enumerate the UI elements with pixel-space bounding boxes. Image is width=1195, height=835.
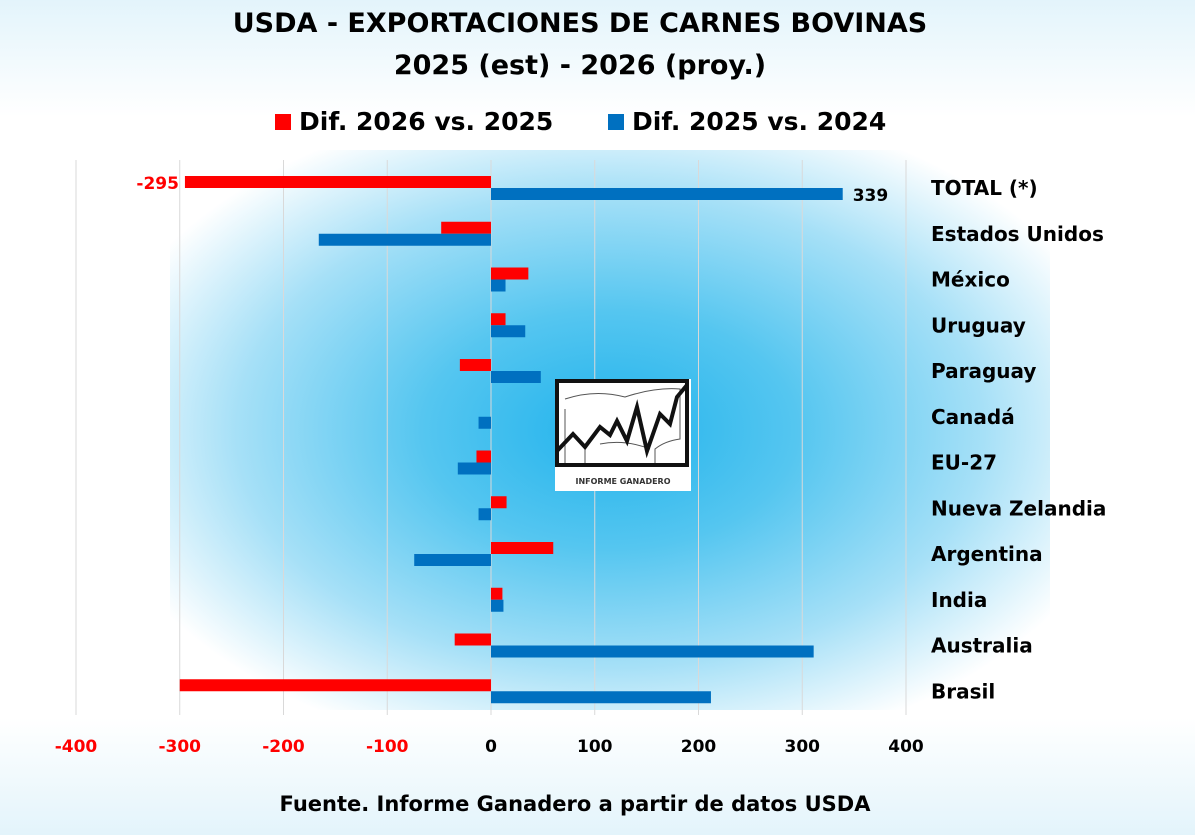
bar-2026-vs-2025 xyxy=(491,542,554,554)
bar-2025-vs-2024 xyxy=(491,279,506,292)
bar-2026-vs-2025 xyxy=(491,587,503,600)
x-tick-label: 0 xyxy=(485,737,497,757)
bar-2026-vs-2025 xyxy=(491,267,529,280)
bar-2025-vs-2024 xyxy=(491,188,843,200)
bar-2025-vs-2024 xyxy=(478,508,491,521)
bar-2026-vs-2025 xyxy=(459,359,491,371)
source-note: Fuente. Informe Ganadero a partir de dat… xyxy=(279,792,871,816)
bar-2025-vs-2024 xyxy=(491,371,541,383)
category-label: Argentina xyxy=(931,542,1043,566)
category-label: Canadá xyxy=(931,405,1015,429)
bar-2026-vs-2025 xyxy=(184,176,491,188)
bar-2025-vs-2024 xyxy=(491,691,711,704)
category-label: Uruguay xyxy=(931,313,1026,337)
chart-subtitle: 2025 (est) - 2026 (proy.) xyxy=(393,50,767,81)
category-label: Nueva Zelandia xyxy=(931,496,1106,520)
bar-2025-vs-2024 xyxy=(457,462,491,475)
bar-2026-vs-2025 xyxy=(441,221,491,234)
legend-item-2025: Dif. 2025 vs. 2024 xyxy=(608,107,886,136)
bar-2026-vs-2025 xyxy=(491,313,506,326)
x-tick-label: -300 xyxy=(158,737,201,757)
category-label: EU-27 xyxy=(931,451,997,475)
category-label: Brasil xyxy=(931,679,995,703)
bar-2026-vs-2025 xyxy=(476,450,491,463)
x-tick-label: -400 xyxy=(55,737,98,757)
informe-ganadero-logo: INFORME GANADERO xyxy=(555,379,691,491)
category-label: Australia xyxy=(931,634,1033,658)
data-label: -295 xyxy=(136,174,179,194)
bar-2026-vs-2025 xyxy=(491,496,507,509)
x-tick-label: -100 xyxy=(366,737,409,757)
bar-2026-vs-2025 xyxy=(179,679,491,692)
category-label: México xyxy=(931,268,1010,292)
bar-2025-vs-2024 xyxy=(491,645,814,658)
bar-2025-vs-2024 xyxy=(491,325,526,338)
x-tick-label: 200 xyxy=(681,737,717,757)
x-tick-label: 400 xyxy=(888,737,924,757)
category-label: India xyxy=(931,588,987,612)
bar-2026-vs-2025 xyxy=(454,633,491,646)
x-tick-label: 100 xyxy=(577,737,613,757)
legend-swatch xyxy=(275,113,291,130)
category-label: Estados Unidos xyxy=(931,222,1104,246)
x-tick-label: 300 xyxy=(785,737,821,757)
category-label: TOTAL (*) xyxy=(931,176,1038,200)
data-label: 339 xyxy=(853,186,889,206)
bar-2025-vs-2024 xyxy=(318,233,491,246)
chart-title: USDA - EXPORTACIONES DE CARNES BOVINAS xyxy=(232,8,928,39)
bar-2025-vs-2024 xyxy=(478,416,491,429)
category-label: Paraguay xyxy=(931,359,1036,383)
bar-2025-vs-2024 xyxy=(414,554,491,566)
legend-item-2026: Dif. 2026 vs. 2025 xyxy=(275,107,553,136)
x-tick-label: -200 xyxy=(262,737,305,757)
bar-2025-vs-2024 xyxy=(491,599,504,612)
legend-swatch xyxy=(608,113,624,130)
